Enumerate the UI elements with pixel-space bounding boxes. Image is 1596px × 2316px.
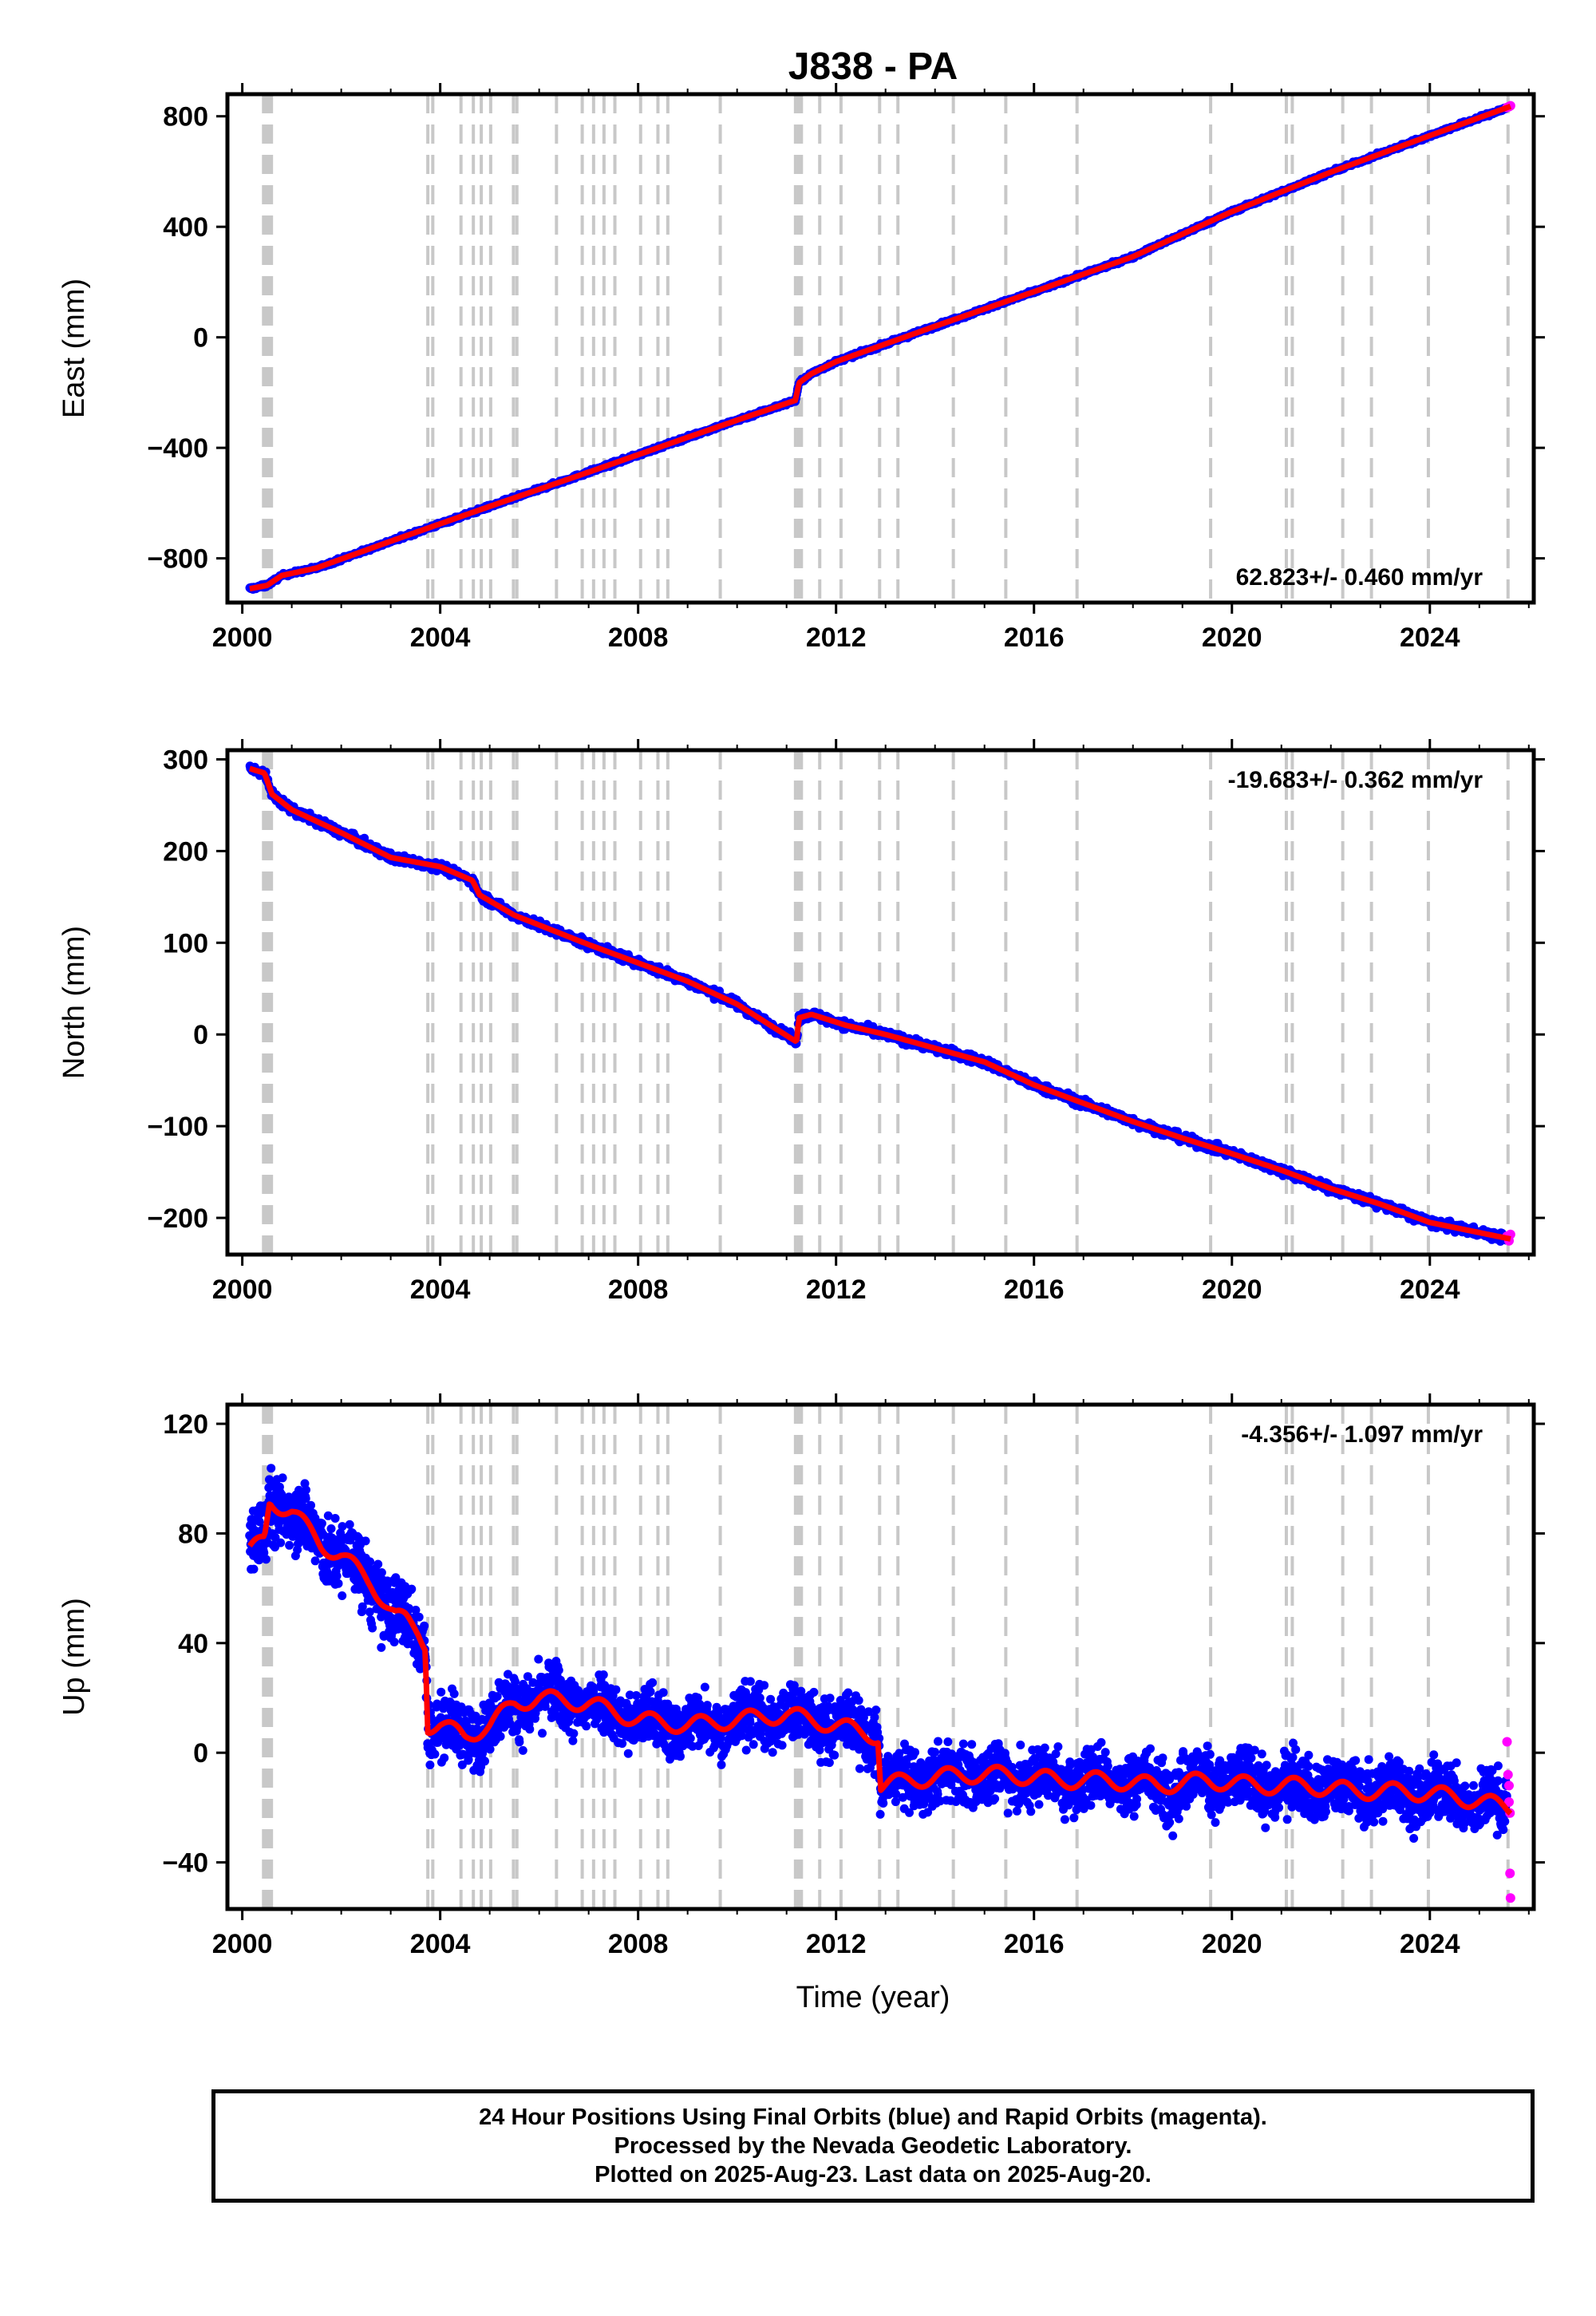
east-x-tick-label: 2016 [1004,622,1065,653]
north-plot-area [245,750,1515,1255]
north-panel: 2000 2004 2008 2012 2016 2020 2024−200−1000100… [57,739,1545,1305]
east-model-line [248,103,1512,592]
plot-title: J838 - PA [788,45,958,88]
east-y-axis-label: East (mm) [57,279,91,418]
east-panel: 2000 2004 2008 2012 2016 2020 2024 −800 −400 0 400… [57,83,1545,653]
east-y-tick-label: 800 [163,102,208,132]
east-x-tick-label: 2008 [608,622,669,653]
east-y-tick-label: 0 [193,323,208,354]
east-plot-area [245,94,1515,603]
north-model-line [248,765,1512,1242]
north-x-tick-label: 2000 [212,1275,273,1305]
east-x-tick-label: 2024 [1400,622,1460,653]
east-x-tick-label: 2000 [212,622,273,653]
east-y-tick-label: −400 [147,433,208,464]
east-x-tick-label: 2004 [410,622,471,653]
north-frame [225,748,1536,1257]
east-x-tick-label: 2020 [1202,622,1262,653]
east-frame [225,92,1536,605]
east-y-tick-label: 400 [163,212,208,243]
east-x-tick-label: 2012 [806,622,867,653]
east-velocity-label: 62.823+/- 0.460 mm/yr [1236,564,1483,591]
east-y-tick-label: −800 [147,544,208,575]
